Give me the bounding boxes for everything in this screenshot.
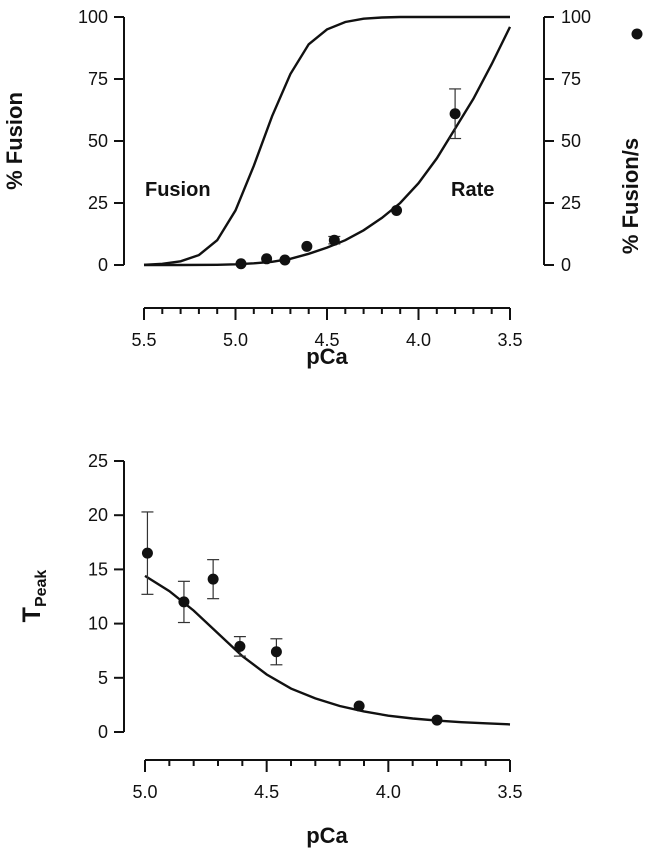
bottom-chart-y-tick-label: 10 <box>88 614 108 634</box>
top-chart-x-tick-label: 4.5 <box>314 330 339 350</box>
top-chart-y-axis-title: % Fusion <box>2 92 27 190</box>
top-chart-y2-tick-label: 50 <box>561 131 581 151</box>
bottom-chart-y-tick-label: 15 <box>88 559 108 579</box>
bottom-chart-x-axis-title: pCa <box>306 823 348 848</box>
bottom-chart-data-point <box>270 646 282 658</box>
top-chart-points <box>235 88 462 270</box>
top-chart-y-tick-label: 0 <box>98 255 108 275</box>
bottom-chart-data-point <box>353 700 365 712</box>
y2-legend-marker <box>631 28 643 40</box>
top-chart-y2-tick-label: 25 <box>561 193 581 213</box>
top-chart-data-point <box>279 254 291 266</box>
top-chart-y2-ticks: 0 25 50 75 100 <box>544 7 591 275</box>
top-chart-x-tick-label: 4.0 <box>406 330 431 350</box>
bottom-chart-data-point <box>431 714 443 726</box>
bottom-chart-y-ticks: 0 5 10 15 20 25 <box>88 451 124 742</box>
bottom-chart-y-tick-label: 0 <box>98 722 108 742</box>
top-chart-data-point <box>301 240 313 252</box>
t-peak-fit-curve <box>144 574 511 726</box>
y-axis-title-main: T <box>18 607 46 622</box>
top-chart-data-point <box>235 258 247 270</box>
top-chart-y-tick-label: 50 <box>88 131 108 151</box>
bottom-chart-data-point <box>178 596 190 608</box>
rate-curve <box>144 26 512 267</box>
t-peak-chart: 5.0 4.5 4.0 3.5 0 5 10 15 20 25 pCa TPeak <box>18 451 523 848</box>
bottom-chart-data-point <box>207 573 219 585</box>
top-chart-x-axis-title: pCa <box>306 344 348 369</box>
bottom-chart-y-tick-label: 20 <box>88 505 108 525</box>
top-chart-data-point <box>391 204 403 216</box>
top-chart-y-tick-label: 100 <box>78 7 108 27</box>
top-chart-y2-axis-title: % Fusion/s <box>618 138 643 254</box>
top-chart-x-ticks: 5.5 5.0 4.5 4.0 3.5 <box>131 308 523 350</box>
top-chart-y-tick-label: 75 <box>88 69 108 89</box>
top-chart-curves <box>143 15 512 267</box>
top-chart-y-ticks: 0 25 50 75 100 <box>78 7 124 275</box>
y-axis-title-subscript: Peak <box>33 570 50 607</box>
fusion-curve <box>143 15 510 266</box>
bottom-chart-x-ticks: 5.0 4.5 4.0 3.5 <box>132 760 523 802</box>
bottom-chart-y-axis-title: TPeak <box>18 570 50 623</box>
top-chart-data-point <box>261 253 273 265</box>
bottom-chart-points <box>141 511 443 726</box>
top-chart-x-tick-label: 5.5 <box>131 330 156 350</box>
top-chart-data-point <box>449 108 461 120</box>
bottom-chart-x-tick-label: 4.0 <box>376 782 401 802</box>
bottom-chart-data-point <box>141 547 153 559</box>
top-chart-x-tick-label: 3.5 <box>497 330 522 350</box>
bottom-chart-x-tick-label: 5.0 <box>132 782 157 802</box>
top-chart-y2-tick-label: 75 <box>561 69 581 89</box>
top-chart-y-tick-label: 25 <box>88 193 108 213</box>
fusion-chart: 5.5 5.0 4.5 4.0 3.5 0 25 50 75 100 0 25 50 75 100 pC… <box>2 7 643 369</box>
bottom-chart-x-tick-label: 4.5 <box>254 782 279 802</box>
bottom-chart-curve <box>144 574 511 726</box>
fusion-curve-label: Fusion <box>145 179 211 201</box>
bottom-chart-y-tick-label: 25 <box>88 451 108 471</box>
rate-curve-label: Rate <box>451 179 494 201</box>
top-chart-x-tick-label: 5.0 <box>223 330 248 350</box>
top-chart-y2-tick-label: 100 <box>561 7 591 27</box>
bottom-chart-x-tick-label: 3.5 <box>497 782 522 802</box>
top-chart-data-point <box>328 234 340 246</box>
bottom-chart-data-point <box>234 640 246 652</box>
bottom-chart-y-tick-label: 5 <box>98 668 108 688</box>
top-chart-y2-tick-label: 0 <box>561 255 571 275</box>
